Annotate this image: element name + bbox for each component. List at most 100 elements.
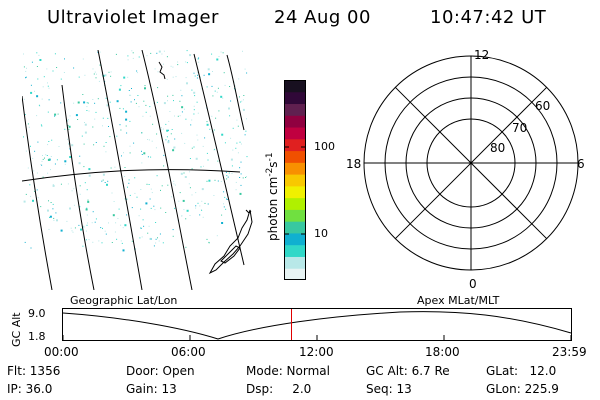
speckle [56,219,58,222]
speckle [74,227,76,229]
speckle [25,150,27,152]
speckle [223,203,224,205]
speckle [60,183,62,185]
speckle [107,180,109,182]
speckle [240,143,242,145]
speckle [171,129,173,130]
speckle [118,208,120,210]
speckle [30,91,33,94]
speckle [182,199,185,202]
unit-text: photon cm [266,176,280,241]
speckle [127,76,129,78]
speckle [217,87,219,89]
colorbar-tick-label-10: 10 [314,227,328,240]
speckle [172,229,174,231]
speckle [104,182,106,183]
speckle [119,107,121,109]
speckle [186,82,188,85]
speckle [100,227,102,229]
speckle [129,145,131,147]
colorbar-cell [284,221,306,234]
speckle [127,59,129,61]
speckle [138,215,140,217]
unit-exponent: -1 [265,152,275,162]
speckle [33,170,35,172]
speckle [85,239,87,241]
speckle [42,86,44,88]
speckle [85,208,88,211]
speckle [225,208,227,210]
speckle [230,158,233,161]
speckle [204,137,206,139]
speckle [183,209,185,211]
speckle [39,59,42,61]
speckle [156,52,158,54]
speckle [179,115,181,117]
speckle [43,76,45,78]
speckle [115,222,117,224]
speckle [120,240,122,242]
speckle [25,193,27,195]
speckle [157,87,159,89]
speckle [34,90,35,92]
speckle [147,139,149,140]
speckle [193,72,195,74]
lat-label-60: 60 [535,99,551,113]
speckle [112,214,115,217]
speckle [160,127,162,129]
speckle [110,167,112,169]
speckle [143,100,145,102]
colorbar-cell [284,103,306,116]
speckle [141,154,143,155]
speckle [124,176,126,177]
speckle [23,66,25,68]
speckle [148,184,150,185]
speckle [200,88,202,90]
speckle [52,203,54,205]
speckle [194,95,196,97]
speckle [93,73,95,75]
speckle [181,132,183,134]
speckle [134,192,136,194]
colorbar-cell [284,174,306,187]
speckle [36,66,38,67]
speckle [136,72,138,74]
speckle [237,125,239,127]
speckle [181,111,183,113]
speckle [185,61,187,63]
speckle [232,149,234,151]
speckle [87,222,88,224]
speckle [178,200,180,202]
speckle [88,239,90,241]
speckle [242,177,244,179]
date-label: 24 Aug 00 [274,7,371,28]
speckle [218,56,220,57]
timeline-x-tick-1200: 12:00 [299,345,334,359]
speckle [214,148,215,150]
speckle [97,98,99,100]
speckle [234,88,235,90]
speckle [37,197,39,199]
speckle [88,110,90,112]
ip-value: IP: 36.0 [7,382,53,396]
speckle [150,52,152,54]
speckle [165,212,167,213]
speckle [151,140,153,142]
speckle [229,115,231,117]
speckle [27,167,29,169]
speckle [191,89,193,91]
speckle [127,55,129,57]
speckle [73,67,75,69]
mlt-diagonal [394,86,548,240]
speckle [180,89,182,91]
speckle [84,74,86,76]
speckle [85,230,87,232]
speckle [129,120,131,122]
speckle [68,125,71,128]
speckle [213,149,215,151]
speckle [203,165,204,167]
speckle [126,214,128,216]
speckle [225,171,227,173]
speckle [184,142,186,144]
speckle [201,209,203,211]
